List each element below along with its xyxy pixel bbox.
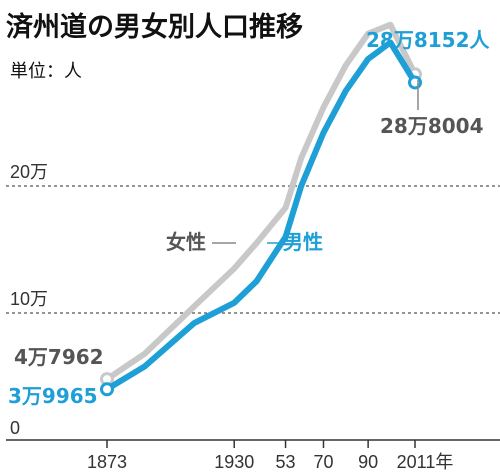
series-layer bbox=[100, 21, 422, 397]
x-tick-label-1: 1930 bbox=[214, 452, 254, 472]
y-tick-label-1: 10万 bbox=[10, 289, 48, 309]
series-marker-male-end bbox=[408, 75, 422, 90]
grid-layer bbox=[6, 185, 500, 314]
male-start-label: 3万9965 bbox=[8, 384, 98, 408]
chart-title: 済州道の男女別人口推移 bbox=[6, 11, 303, 43]
x-tick-label-2: 53 bbox=[276, 452, 296, 472]
x-tick-label-3: 70 bbox=[313, 452, 333, 472]
male-series-label: 男性 bbox=[283, 230, 323, 254]
x-tick-label-4: 90 bbox=[358, 452, 378, 472]
series-marker-male-start bbox=[100, 382, 114, 397]
female-end-label: 28万8004 bbox=[380, 114, 484, 138]
y-tick-label-0: 0 bbox=[10, 418, 20, 438]
label-layer: 4万7962 3万9965 28万8152人 28万8004 女性 男性 bbox=[8, 28, 490, 408]
y-tick-label-2: 20万 bbox=[10, 162, 48, 182]
x-tick-label-5: 2011年 bbox=[397, 452, 454, 472]
female-series-label: 女性 bbox=[166, 230, 206, 254]
series-line-female bbox=[104, 21, 418, 383]
female-start-label: 4万7962 bbox=[14, 345, 104, 369]
series-line-male bbox=[104, 39, 418, 393]
male-end-label: 28万8152人 bbox=[366, 28, 490, 52]
unit-label: 単位：人 bbox=[10, 61, 82, 82]
x-tick-label-0: 1873 bbox=[87, 452, 127, 472]
axis-layer: 0 10万 20万 1873 1930 53 70 90 2011年 bbox=[6, 162, 500, 472]
